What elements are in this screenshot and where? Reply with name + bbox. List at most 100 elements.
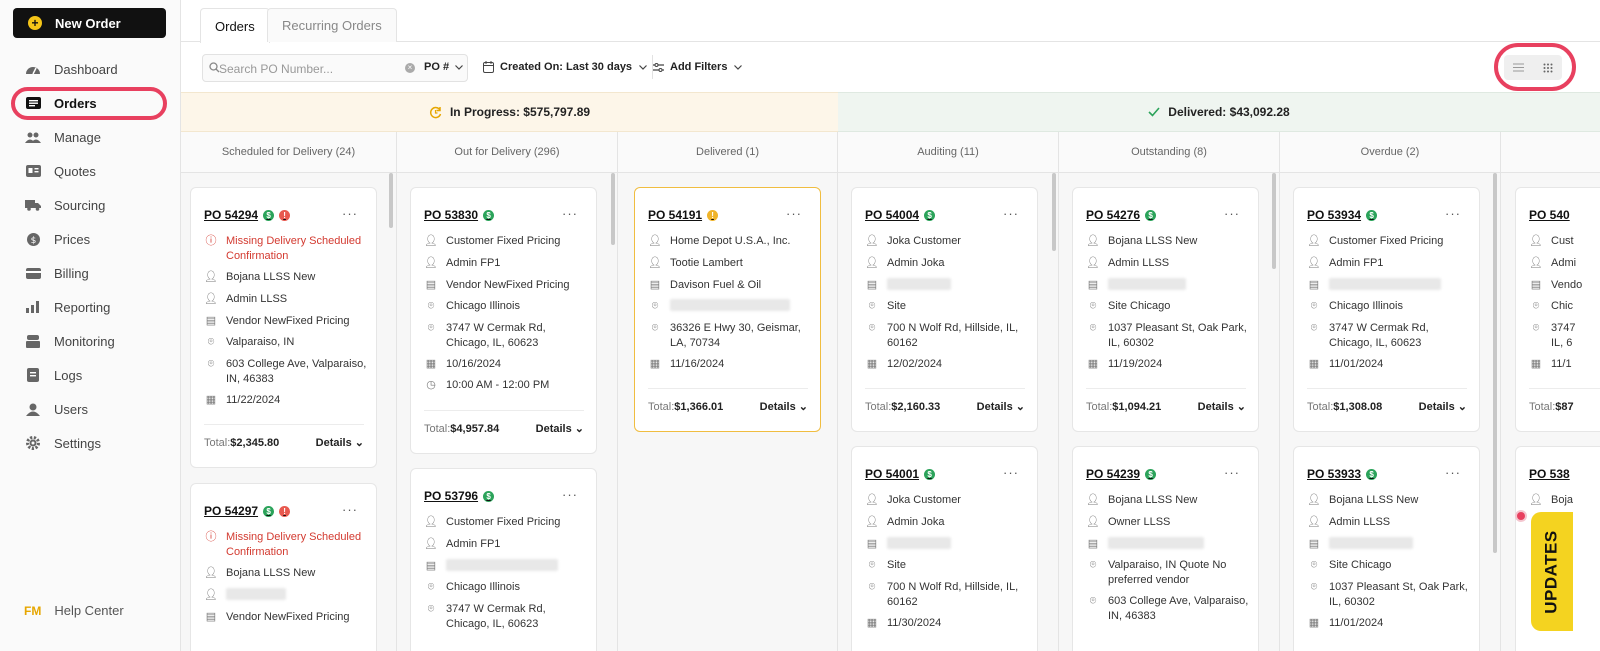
details-toggle[interactable]: Details ⌄ [315, 437, 364, 449]
order-card[interactable]: PO 53830 $ ··· 👤︎ Customer Fixed Pricing 👤… [410, 187, 597, 454]
help-center-link[interactable]: FM Help Center [24, 603, 124, 618]
po-number[interactable]: PO 54001 $ [865, 467, 936, 481]
updates-button[interactable]: UPDATES [1531, 512, 1573, 631]
po-number[interactable]: PO 53830 $ [424, 208, 495, 222]
chevron-down-icon: ⌄ [354, 437, 364, 449]
po-number[interactable]: PO 54297 $! [204, 504, 291, 518]
order-card[interactable]: PO 54239 $ ··· 👤︎ Bojana LLSS New 👤︎ Owner … [1072, 446, 1259, 651]
sidebar-item-monitoring[interactable]: Monitoring [25, 330, 115, 352]
tab-orders[interactable]: Orders [200, 8, 270, 43]
customer-row: 👤︎ Cust [1529, 235, 1574, 247]
order-card[interactable]: PO 540 👤︎ Cust 👤︎ Admi ▤ Vendo ⌾ Chic ⌾ 3747 … [1515, 187, 1600, 432]
scrollbar[interactable] [389, 173, 393, 228]
location-pin-icon: ⌾ [651, 300, 659, 312]
column-header: Overdue (2) [1280, 132, 1500, 173]
sidebar-item-reporting[interactable]: Reporting [25, 296, 110, 318]
details-toggle[interactable]: Details ⌄ [1197, 401, 1246, 413]
sidebar-item-sourcing[interactable]: Sourcing [25, 194, 105, 216]
details-toggle[interactable]: Details ⌄ [976, 401, 1025, 413]
store-icon: ▤ [205, 611, 217, 623]
card-footer: Total:$2,160.33 Details ⌄ [865, 388, 1025, 424]
po-number[interactable]: PO 54294 $! [204, 208, 291, 222]
po-number[interactable]: PO 53934 $ [1307, 208, 1378, 222]
more-options-icon[interactable]: ··· [1445, 206, 1461, 221]
order-card[interactable]: PO 54004 $ ··· 👤︎ Joka Customer 👤︎ Admin Jo… [851, 187, 1038, 432]
scrollbar[interactable] [1493, 173, 1497, 553]
po-number[interactable]: PO 54191! [648, 208, 719, 222]
clear-search-icon[interactable]: × [405, 63, 415, 73]
orders-icon [25, 96, 41, 110]
details-toggle[interactable]: Details ⌄ [759, 401, 808, 413]
more-options-icon[interactable]: ··· [1003, 206, 1019, 221]
sidebar-item-users[interactable]: Users [25, 398, 88, 420]
sidebar-item-label: Prices [54, 231, 91, 247]
more-options-icon[interactable]: ··· [562, 487, 578, 502]
order-card[interactable]: PO 53933 $ ··· 👤︎ Bojana LLSS New 👤︎ Admin … [1293, 446, 1480, 651]
sidebar-item-settings[interactable]: Settings [25, 432, 101, 454]
dollar-badge-icon: $ [1366, 468, 1378, 480]
total: Total:$87 [1529, 400, 1574, 413]
order-card[interactable]: PO 54191! ··· 👤︎ Home Depot U.S.A., Inc. … [634, 187, 821, 432]
more-options-icon[interactable]: ··· [342, 502, 358, 517]
alert-badge-icon: ! [279, 209, 291, 221]
details-toggle[interactable]: Details ⌄ [1418, 401, 1467, 413]
sidebar-item-prices[interactable]: $ Prices [25, 228, 90, 250]
tab-recurring-orders[interactable]: Recurring Orders [267, 8, 397, 42]
order-card[interactable]: PO 53796 $ ··· 👤︎ Customer Fixed Pricing 👤… [410, 468, 597, 651]
sidebar-item-label: Manage [54, 129, 101, 145]
po-number[interactable]: PO 540 [1529, 208, 1570, 222]
search-icon [209, 62, 220, 76]
calendar-icon: ▦ [866, 358, 878, 370]
list-view-icon[interactable] [1504, 55, 1533, 80]
dollar-badge-icon: $ [1366, 209, 1378, 221]
order-card[interactable]: PO 54297 $! ··· ⓘ Missing Delivery Schedul… [190, 483, 377, 651]
user-icon: 👤︎ [865, 494, 879, 506]
order-card[interactable]: PO 54294 $! ··· ⓘ Missing Delivery Schedul… [190, 187, 377, 468]
order-card[interactable]: PO 54276 $ ··· 👤︎ Bojana LLSS New 👤︎ Admin … [1072, 187, 1259, 432]
sidebar-item-dashboard[interactable]: Dashboard [25, 58, 118, 80]
sidebar-item-billing[interactable]: Billing [25, 262, 89, 284]
po-select[interactable]: PO # [424, 61, 464, 73]
sidebar-item-orders[interactable]: Orders [25, 92, 97, 114]
calendar-icon: ▦ [1087, 358, 1099, 370]
more-options-icon[interactable]: ··· [1003, 465, 1019, 480]
vendor-row: ▤ [1086, 278, 1250, 293]
site-row: ⌾ Site Chicago [1307, 558, 1471, 573]
more-options-icon[interactable]: ··· [786, 206, 802, 221]
customer-row: 👤︎ Boja [1529, 494, 1574, 506]
more-options-icon[interactable]: ··· [1224, 465, 1240, 480]
po-number[interactable]: PO 538 [1529, 467, 1570, 481]
sidebar-item-quotes[interactable]: Quotes [25, 160, 96, 182]
details-toggle[interactable]: Details ⌄ [535, 423, 584, 435]
more-options-icon[interactable]: ··· [562, 206, 578, 221]
dollar-badge-icon: $ [263, 505, 275, 517]
search-input[interactable] [219, 59, 399, 79]
scrollbar[interactable] [1272, 173, 1276, 269]
sidebar-item-manage[interactable]: Manage [25, 126, 101, 148]
scrollbar[interactable] [611, 173, 615, 245]
po-number[interactable]: PO 54276 $ [1086, 208, 1157, 222]
more-options-icon[interactable]: ··· [1445, 465, 1461, 480]
vendor-row: ▤ [1307, 537, 1471, 552]
user-icon: 👤︎ [865, 235, 879, 247]
po-number[interactable]: PO 53933 $ [1307, 467, 1378, 481]
location-pin-icon: ⌾ [1089, 595, 1097, 607]
location-pin-icon: ⌾ [1310, 300, 1318, 312]
vendor-row: ▤ Vendo [1530, 279, 1583, 291]
more-options-icon[interactable]: ··· [342, 206, 358, 221]
dollar-badge-icon: $ [483, 490, 495, 502]
address-row: ⌾ 3747 W Cermak Rd, Chicago, IL, 60623 [1307, 321, 1471, 351]
po-number[interactable]: PO 54239 $ [1086, 467, 1157, 481]
add-filters-button[interactable]: Add Filters [653, 55, 743, 79]
order-card[interactable]: PO 54001 $ ··· 👤︎ Joka Customer 👤︎ Admin Jo… [851, 446, 1038, 651]
redacted-text [1329, 278, 1441, 290]
more-options-icon[interactable]: ··· [1224, 206, 1240, 221]
order-card[interactable]: PO 53934 $ ··· 👤︎ Customer Fixed Pricing 👤… [1293, 187, 1480, 432]
created-on-filter[interactable]: Created On: Last 30 days [483, 55, 647, 79]
new-order-button[interactable]: + New Order [13, 8, 166, 38]
po-number[interactable]: PO 53796 $ [424, 489, 495, 503]
sidebar-item-logs[interactable]: Logs [25, 364, 82, 386]
scrollbar[interactable] [1052, 173, 1056, 251]
po-number[interactable]: PO 54004 $ [865, 208, 936, 222]
grid-view-icon[interactable] [1533, 55, 1562, 80]
